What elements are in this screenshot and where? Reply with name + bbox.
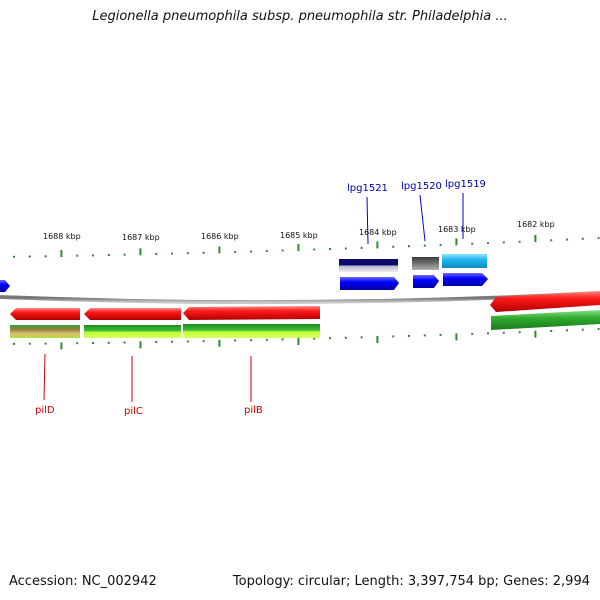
gene-lpg1521[interactable] (340, 277, 399, 290)
gene-pilD[interactable] (10, 308, 80, 320)
topology-summary: Topology: circular; Length: 3,397,754 bp… (232, 574, 590, 589)
gene-lpg1520-track1[interactable] (412, 257, 439, 270)
gene-label-pilB[interactable]: pilB (244, 405, 263, 416)
gene-pilB[interactable] (183, 306, 320, 320)
scale-label-1684: 1684 kbp (359, 228, 397, 237)
gene-right-red[interactable] (490, 291, 600, 312)
lpg1521-leader (366, 196, 369, 245)
scale-label-1682: 1682 kbp (517, 220, 555, 229)
scale-label-1688: 1688 kbp (43, 232, 81, 241)
gene-label-lpg1520[interactable]: lpg1520 (401, 181, 442, 192)
gene-lpg1519-track1[interactable] (442, 254, 487, 268)
tick-row-upper (13, 235, 600, 258)
gene-label-lpg1521[interactable]: lpg1521 (347, 183, 388, 194)
gene-pilB-track2[interactable] (183, 324, 320, 338)
gene-right-green[interactable] (491, 310, 600, 330)
pilD-leader (43, 353, 46, 401)
gene-lpg1519[interactable] (443, 273, 488, 286)
scale-label-1683: 1683 kbp (438, 225, 476, 234)
gene-label-lpg1519[interactable]: lpg1519 (445, 179, 486, 190)
gene-label-pilD[interactable]: pilD (35, 405, 55, 416)
page-title: Legionella pneumophila subsp. pneumophil… (92, 9, 508, 24)
gene-lpg1521-track1[interactable] (339, 259, 398, 272)
tick-row-lower (13, 328, 600, 350)
gene-lpg1520[interactable] (413, 275, 439, 288)
scale-label-1686: 1686 kbp (201, 232, 239, 241)
gene-fragment-left[interactable] (0, 280, 10, 292)
gene-pilC[interactable] (84, 308, 181, 320)
lpg1520-leader (419, 194, 426, 242)
gene-label-pilC[interactable]: pilC (124, 406, 143, 417)
gene-pilD-track2[interactable] (10, 325, 80, 338)
accession-text: Accession: NC_002942 (9, 574, 157, 589)
gene-pilC-track2[interactable] (84, 325, 181, 338)
scale-label-1687: 1687 kbp (122, 233, 160, 242)
scale-label-1685: 1685 kbp (280, 231, 318, 240)
